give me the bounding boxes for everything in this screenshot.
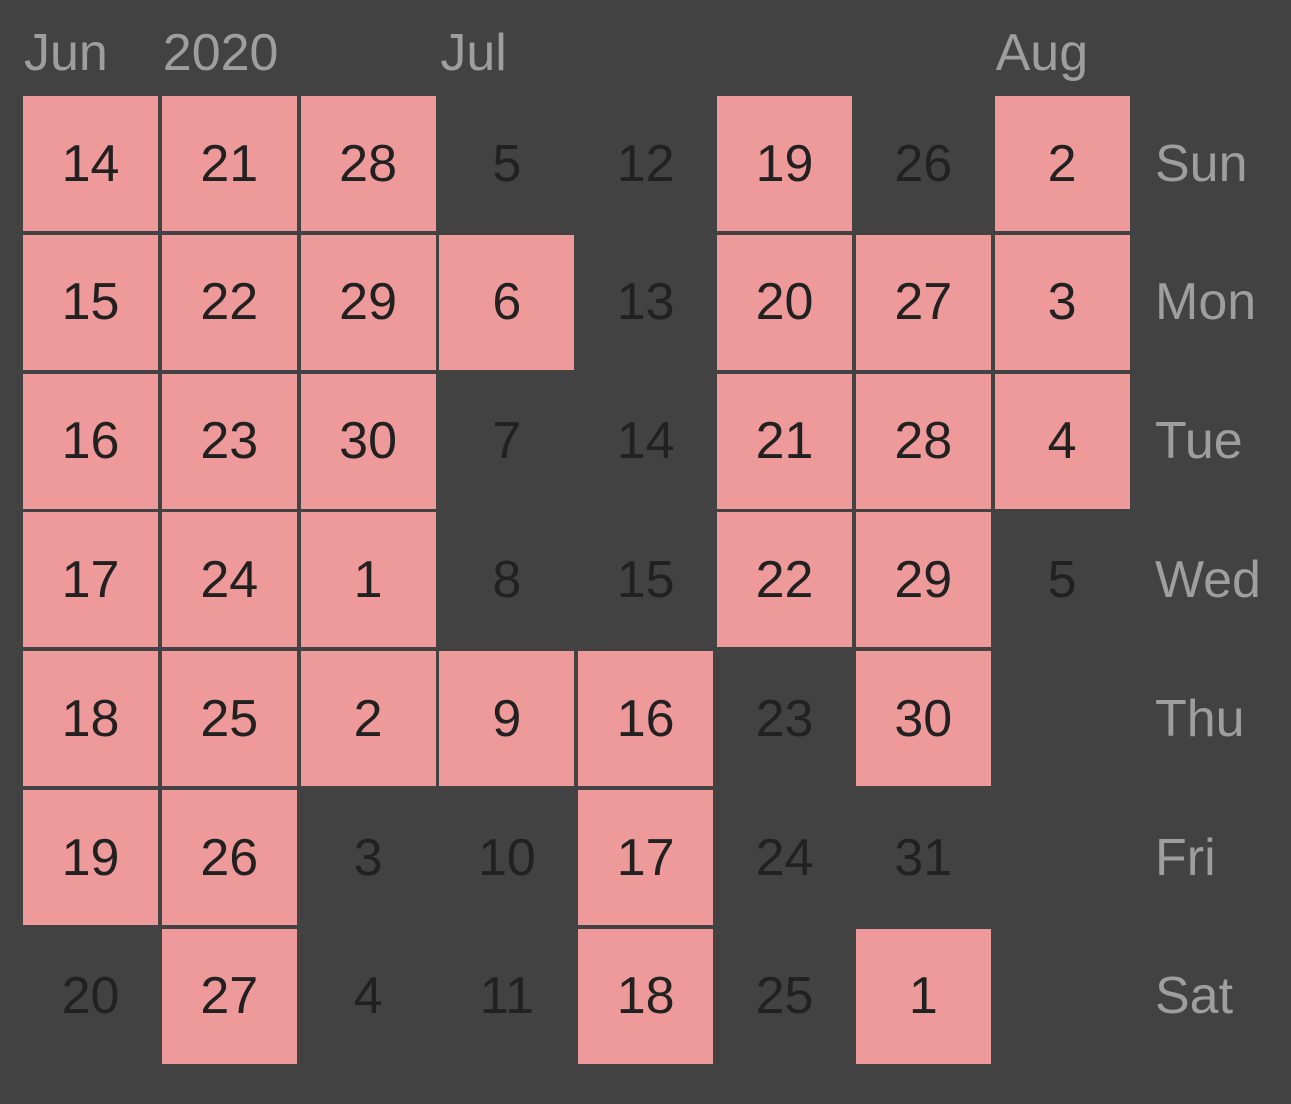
day-cell-active[interactable]: 19 xyxy=(23,790,158,925)
day-cell[interactable]: 7 xyxy=(492,412,522,471)
day-cell-active[interactable]: 3 xyxy=(994,234,1130,370)
day-cell-active[interactable]: 20 xyxy=(717,234,852,370)
day-cell[interactable]: 25 xyxy=(755,967,814,1026)
day-cell[interactable]: 15 xyxy=(616,550,675,609)
day-cell[interactable]: 20 xyxy=(61,967,120,1026)
day-cell[interactable]: 4 xyxy=(353,967,383,1026)
day-cell[interactable]: 12 xyxy=(616,134,675,193)
day-cell[interactable]: 26 xyxy=(894,134,953,193)
day-cell-active[interactable]: 26 xyxy=(161,790,297,925)
day-cell[interactable]: 13 xyxy=(616,273,675,332)
weekday-label-mon: Mon xyxy=(1155,273,1257,332)
day-cell-active[interactable]: 29 xyxy=(855,512,991,648)
day-cell-active[interactable]: 2 xyxy=(300,651,436,787)
day-cell-active[interactable]: 17 xyxy=(578,790,714,925)
weekday-label-wed: Wed xyxy=(1155,550,1261,609)
weekday-label-tue: Tue xyxy=(1155,412,1243,471)
day-cell-active[interactable]: 24 xyxy=(161,512,297,648)
day-cell-active[interactable]: 16 xyxy=(578,651,714,787)
day-cell-active[interactable]: 15 xyxy=(23,234,158,370)
weekday-label-sat: Sat xyxy=(1155,967,1234,1026)
day-cell-active[interactable]: 28 xyxy=(855,373,991,509)
day-cell-active[interactable]: 18 xyxy=(578,928,714,1064)
day-cell[interactable]: 31 xyxy=(894,828,953,887)
day-cell-active[interactable]: 18 xyxy=(23,651,158,787)
day-cell-active[interactable]: 6 xyxy=(439,234,575,370)
day-cell[interactable]: 3 xyxy=(353,828,383,887)
day-cell-active[interactable]: 21 xyxy=(717,373,852,509)
day-cell-active[interactable]: 1 xyxy=(855,928,991,1064)
day-cell-active[interactable]: 16 xyxy=(23,373,158,509)
day-cell[interactable]: 8 xyxy=(492,550,522,609)
day-cell-active[interactable]: 30 xyxy=(855,651,991,787)
day-cell-active[interactable]: 22 xyxy=(161,234,297,370)
day-cell[interactable]: 5 xyxy=(1047,550,1077,609)
month-label: Jul xyxy=(440,24,507,82)
day-cell-active[interactable]: 2 xyxy=(994,96,1130,231)
day-cell-active[interactable]: 17 xyxy=(23,512,158,648)
day-cell-active[interactable]: 29 xyxy=(300,234,436,370)
day-cell-active[interactable]: 28 xyxy=(300,96,436,231)
month-label: Jun xyxy=(24,24,108,82)
day-cell[interactable]: 11 xyxy=(479,967,534,1026)
day-cell-active[interactable]: 4 xyxy=(994,373,1130,509)
day-cell[interactable]: 24 xyxy=(755,828,814,887)
day-cell-active[interactable]: 27 xyxy=(161,928,297,1064)
day-cell[interactable]: 5 xyxy=(492,134,522,193)
weekday-label-thu: Thu xyxy=(1155,689,1245,748)
day-cell-active[interactable]: 22 xyxy=(717,512,852,648)
day-cell-active[interactable]: 30 xyxy=(300,373,436,509)
weekday-label-fri: Fri xyxy=(1155,828,1216,887)
month-label: Aug xyxy=(995,24,1089,82)
day-cell[interactable]: 14 xyxy=(616,412,675,471)
day-cell[interactable]: 23 xyxy=(755,689,814,748)
day-cell-active[interactable]: 14 xyxy=(23,96,158,231)
day-cell[interactable]: 10 xyxy=(477,828,536,887)
weekday-label-sun: Sun xyxy=(1155,134,1248,193)
month-label: 2020 xyxy=(162,24,279,82)
day-cell-active[interactable]: 19 xyxy=(717,96,852,231)
day-cell-active[interactable]: 1 xyxy=(300,512,436,648)
day-cell-active[interactable]: 21 xyxy=(161,96,297,231)
day-cell-active[interactable]: 27 xyxy=(855,234,991,370)
day-cell-active[interactable]: 9 xyxy=(439,651,575,787)
day-cell-active[interactable]: 25 xyxy=(161,651,297,787)
day-cell-active[interactable]: 23 xyxy=(161,373,297,509)
